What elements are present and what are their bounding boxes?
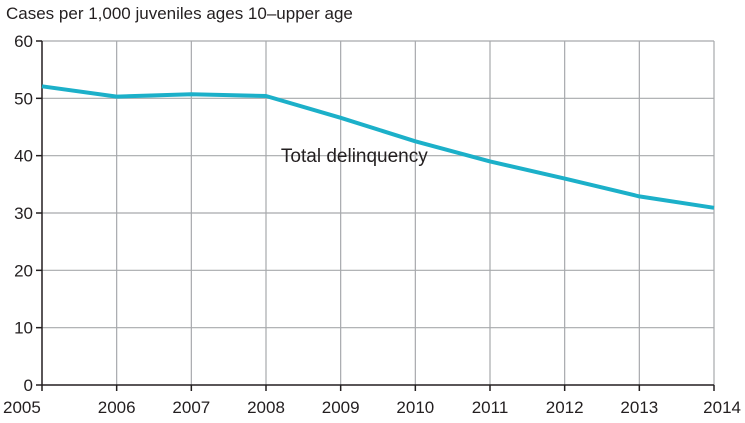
x-tick-label-2014: 2014 bbox=[703, 398, 741, 417]
series-layer bbox=[41, 84, 715, 210]
x-tick-label-2010: 2010 bbox=[396, 398, 434, 417]
x-tick-label-2012: 2012 bbox=[546, 398, 584, 417]
x-tick-label-2013: 2013 bbox=[620, 398, 658, 417]
x-tick-label-2007: 2007 bbox=[172, 398, 210, 417]
x-tick-label-2005: 2005 bbox=[3, 398, 41, 417]
series-line-0 bbox=[41, 84, 715, 210]
labels: 0 10 20 30 40 50 60 2005 2006 2007 2008 2009 2010 201… bbox=[3, 32, 741, 417]
y-tick-label-60: 60 bbox=[14, 32, 33, 51]
x-tick-label-2011: 2011 bbox=[472, 398, 509, 417]
x-tick-label-2006: 2006 bbox=[98, 398, 136, 417]
y-tick-label-20: 20 bbox=[14, 261, 33, 280]
x-tick-label-2009: 2009 bbox=[322, 398, 360, 417]
y-tick-label-50: 50 bbox=[14, 89, 33, 108]
y-tick-label-40: 40 bbox=[14, 147, 33, 166]
y-axis-title: Cases per 1,000 juveniles ages 10–upper … bbox=[6, 4, 353, 23]
y-tick-label-10: 10 bbox=[14, 319, 33, 338]
y-tick-label-30: 30 bbox=[14, 204, 33, 223]
series-label-0: Total delinquency bbox=[281, 146, 428, 167]
axes bbox=[36, 40, 715, 391]
gridlines bbox=[42, 40, 715, 385]
x-tick-label-2008: 2008 bbox=[247, 398, 285, 417]
y-tick-label-0: 0 bbox=[24, 376, 33, 395]
